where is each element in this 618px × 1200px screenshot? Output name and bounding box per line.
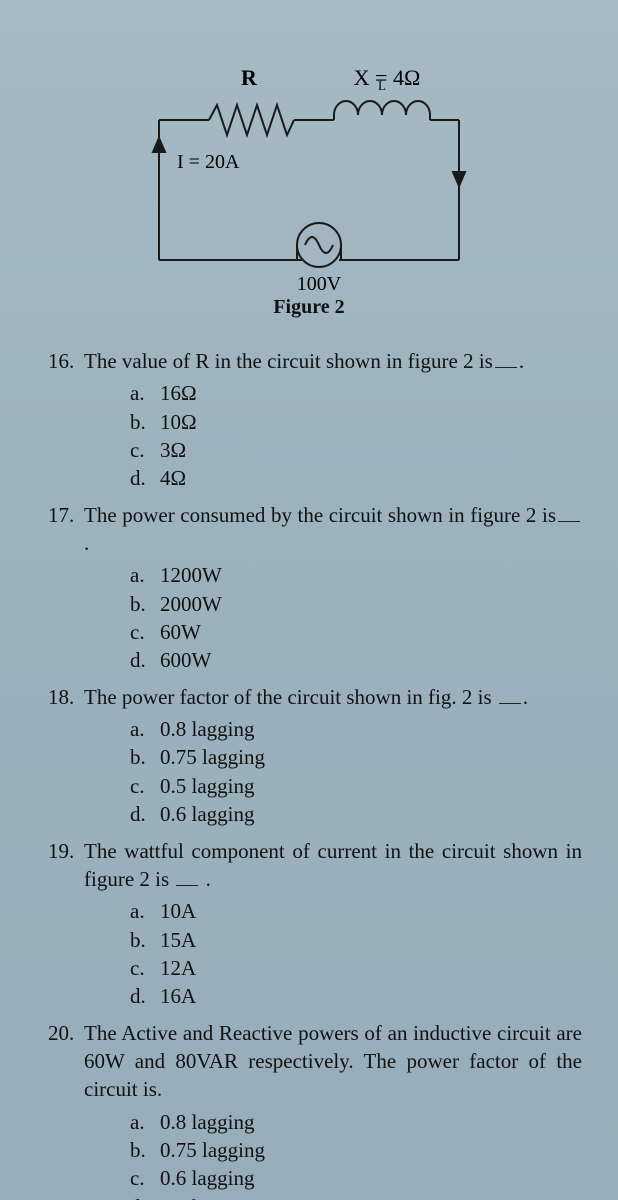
question-16: 16. The value of R in the circuit shown … [48, 347, 582, 375]
question-number: 18. [48, 683, 84, 711]
options-17: a.1200W b.2000W c.60W d.600W [48, 561, 582, 674]
option-17a: a.1200W [130, 561, 582, 589]
blank [499, 684, 521, 704]
option-20c: c.0.6 lagging [130, 1164, 582, 1192]
option-17b: b.2000W [130, 590, 582, 618]
options-20: a.0.8 lagging b.0.75 lagging c.0.6 laggi… [48, 1108, 582, 1200]
question-20: 20. The Active and Reactive powers of an… [48, 1019, 582, 1104]
option-19d: d.16A [130, 982, 582, 1010]
label-V: 100V [297, 273, 342, 290]
question-number: 16. [48, 347, 84, 375]
question-text: The Active and Reactive powers of an ind… [84, 1019, 582, 1104]
options-18: a.0.8 lagging b.0.75 lagging c.0.5 laggi… [48, 715, 582, 828]
option-17c: c.60W [130, 618, 582, 646]
label-I: I = 20A [177, 151, 240, 173]
question-17: 17. The power consumed by the circuit sh… [48, 501, 582, 558]
question-18: 18. The power factor of the circuit show… [48, 683, 582, 711]
question-text: The power consumed by the circuit shown … [84, 501, 582, 558]
options-19: a.10A b.15A c.12A d.16A [48, 897, 582, 1010]
question-list: 16. The value of R in the circuit shown … [20, 347, 598, 1200]
label-R: R [241, 65, 258, 90]
option-16c: c.3Ω [130, 436, 582, 464]
option-16b: b.10Ω [130, 408, 582, 436]
question-19: 19. The wattful component of current in … [48, 837, 582, 894]
exam-page: R X = 4Ω L [0, 0, 618, 1200]
blank [495, 348, 517, 368]
option-18c: c.0.5 lagging [130, 772, 582, 800]
option-17d: d.600W [130, 646, 582, 674]
question-text: The power factor of the circuit shown in… [84, 683, 582, 711]
option-19b: b.15A [130, 926, 582, 954]
question-number: 19. [48, 837, 84, 894]
option-19c: c.12A [130, 954, 582, 982]
figure-caption: Figure 2 [129, 296, 489, 319]
circuit-diagram: R X = 4Ω L [129, 60, 489, 290]
blank [558, 502, 580, 522]
options-16: a.16Ω b.10Ω c.3Ω d.4Ω [48, 379, 582, 492]
question-text: The value of R in the circuit shown in f… [84, 347, 582, 375]
blank [176, 866, 198, 886]
option-18a: a.0.8 lagging [130, 715, 582, 743]
label-XL: X = 4Ω [354, 65, 421, 90]
option-18d: d.0.6 lagging [130, 800, 582, 828]
option-16d: d.4Ω [130, 464, 582, 492]
option-20a: a.0.8 lagging [130, 1108, 582, 1136]
question-number: 20. [48, 1019, 84, 1104]
option-20b: b.0.75 lagging [130, 1136, 582, 1164]
option-19a: a.10A [130, 897, 582, 925]
option-18b: b.0.75 lagging [130, 743, 582, 771]
question-number: 17. [48, 501, 84, 558]
option-20d: d.0.5 lagging [130, 1193, 582, 1200]
question-text: The wattful component of current in the … [84, 837, 582, 894]
option-16a: a.16Ω [130, 379, 582, 407]
circuit-figure: R X = 4Ω L [129, 60, 489, 319]
label-XL-sub: L [378, 78, 386, 93]
